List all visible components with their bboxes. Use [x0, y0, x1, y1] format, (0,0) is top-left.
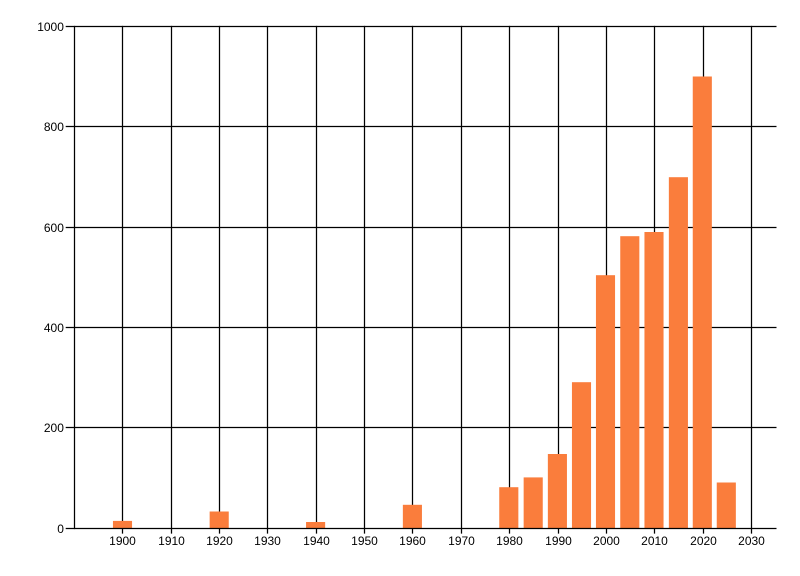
svg-text:1000: 1000	[37, 20, 64, 34]
svg-text:1970: 1970	[448, 534, 475, 548]
svg-text:1900: 1900	[109, 534, 136, 548]
svg-text:1940: 1940	[303, 534, 330, 548]
svg-text:200: 200	[44, 421, 64, 435]
svg-text:1930: 1930	[254, 534, 281, 548]
svg-text:1980: 1980	[496, 534, 523, 548]
svg-text:2020: 2020	[690, 534, 717, 548]
svg-text:2030: 2030	[738, 534, 765, 548]
svg-text:0: 0	[57, 522, 64, 536]
svg-text:600: 600	[44, 221, 64, 235]
svg-text:1960: 1960	[399, 534, 426, 548]
svg-text:1910: 1910	[158, 534, 185, 548]
svg-text:1990: 1990	[545, 534, 572, 548]
svg-text:2000: 2000	[593, 534, 620, 548]
svg-text:400: 400	[44, 321, 64, 335]
svg-text:1920: 1920	[206, 534, 233, 548]
svg-text:2010: 2010	[641, 534, 668, 548]
svg-text:800: 800	[44, 120, 64, 134]
svg-text:1950: 1950	[351, 534, 378, 548]
